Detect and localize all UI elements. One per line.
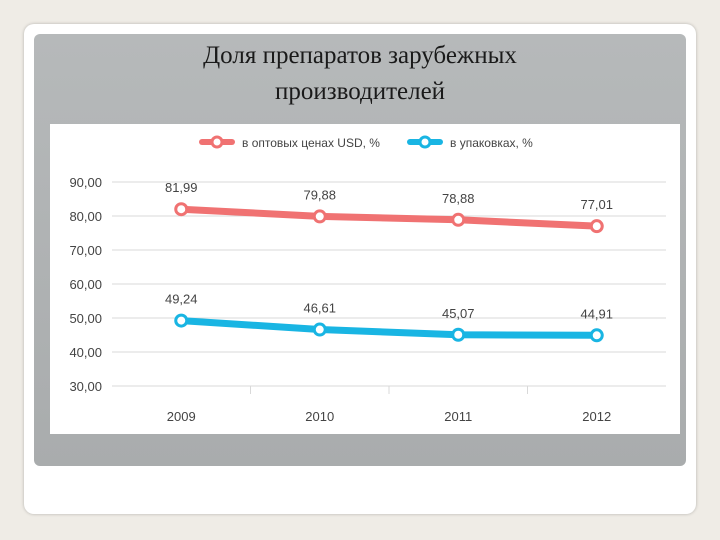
data-label: 81,99 (165, 180, 198, 195)
x-tick-label: 2012 (582, 409, 611, 424)
data-label: 44,91 (580, 306, 613, 321)
y-tick-label: 30,00 (69, 379, 102, 394)
y-tick-label: 70,00 (69, 243, 102, 258)
y-tick-label: 60,00 (69, 277, 102, 292)
legend-swatch-marker (418, 135, 432, 149)
slide-title-line2: производителей (274, 78, 446, 105)
data-label: 78,88 (442, 191, 475, 206)
slide-title: Доля препаратов зарубежных производителе… (34, 38, 686, 110)
data-label: 49,24 (165, 292, 198, 307)
line-chart: 90,00 80,00 70,00 60,00 50,00 40,00 30,00 2009 2… (69, 135, 666, 424)
y-tick-label: 50,00 (69, 311, 102, 326)
legend-swatch-marker (210, 135, 224, 149)
data-point (312, 322, 327, 337)
x-tick-label: 2011 (444, 409, 472, 424)
data-point (174, 313, 189, 328)
slide-title-line1: Доля препаратов зарубежных (203, 42, 517, 69)
data-label: 79,88 (303, 187, 336, 202)
y-tick-label: 80,00 (69, 209, 102, 224)
x-tick-label: 2010 (305, 409, 334, 424)
data-label: 45,07 (442, 306, 475, 321)
data-point (174, 202, 189, 217)
legend-label: в оптовых ценах USD, % (242, 136, 380, 150)
data-point (589, 328, 604, 343)
chart-area: 90,00 80,00 70,00 60,00 50,00 40,00 30,00 2009 2… (50, 124, 680, 434)
series-line (177, 317, 601, 339)
data-label: 77,01 (580, 197, 613, 212)
data-point (312, 209, 327, 224)
x-tick-label: 2009 (167, 409, 196, 424)
y-tick-label: 90,00 (69, 175, 102, 190)
y-tick-label: 40,00 (69, 345, 102, 360)
data-point (589, 219, 604, 234)
series-line (177, 205, 601, 230)
data-point (451, 212, 466, 227)
data-point (451, 327, 466, 342)
data-label: 46,61 (303, 301, 336, 316)
legend-label: в упаковках, % (450, 136, 533, 150)
